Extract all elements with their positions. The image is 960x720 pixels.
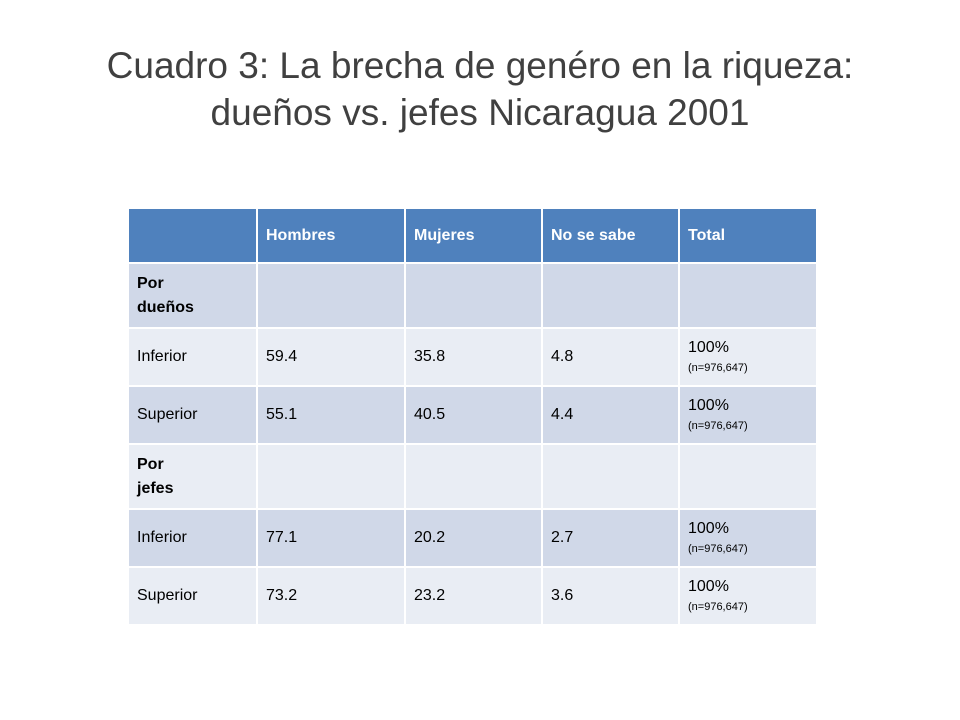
cell-mujeres: 20.2 xyxy=(404,508,543,568)
wealth-gap-table: Hombres Mujeres No se sabe Total Por due… xyxy=(127,207,818,626)
empty-cell xyxy=(541,262,680,329)
table-row: Inferior 77.1 20.2 2.7 100% (n=976,647) xyxy=(127,508,818,568)
section-row-duenos: Por dueños xyxy=(127,262,818,329)
slide-title-line-2: dueños vs. jefes Nicaragua 2001 xyxy=(210,92,750,133)
empty-cell xyxy=(404,262,543,329)
total-percent: 100% xyxy=(688,578,729,595)
section-label: Por dueños xyxy=(127,262,258,329)
cell-total: 100% (n=976,647) xyxy=(678,385,818,445)
empty-cell xyxy=(541,443,680,510)
row-label: Superior xyxy=(127,385,258,445)
table-row: Superior 55.1 40.5 4.4 100% (n=976,647) xyxy=(127,385,818,445)
cell-total: 100% (n=976,647) xyxy=(678,327,818,387)
section-label-line-1: Por xyxy=(137,455,164,473)
cell-hombres: 55.1 xyxy=(256,385,406,445)
total-percent: 100% xyxy=(688,339,729,356)
total-percent: 100% xyxy=(688,397,729,414)
empty-cell xyxy=(678,262,818,329)
row-label: Superior xyxy=(127,566,258,626)
total-n: (n=976,647) xyxy=(688,362,748,374)
total-n: (n=976,647) xyxy=(688,420,748,432)
header-cell-mujeres: Mujeres xyxy=(404,207,543,264)
cell-hombres: 77.1 xyxy=(256,508,406,568)
row-label: Inferior xyxy=(127,327,258,387)
cell-hombres: 73.2 xyxy=(256,566,406,626)
empty-cell xyxy=(256,443,406,510)
empty-cell xyxy=(404,443,543,510)
cell-total: 100% (n=976,647) xyxy=(678,508,818,568)
total-percent: 100% xyxy=(688,520,729,537)
cell-mujeres: 23.2 xyxy=(404,566,543,626)
slide-title: Cuadro 3: La brecha de genéro en la riqu… xyxy=(0,42,960,136)
empty-cell xyxy=(678,443,818,510)
section-row-jefes: Por jefes xyxy=(127,443,818,510)
total-n: (n=976,647) xyxy=(688,601,748,613)
section-label: Por jefes xyxy=(127,443,258,510)
section-label-line-1: Por xyxy=(137,274,164,292)
cell-total: 100% (n=976,647) xyxy=(678,566,818,626)
header-cell-empty xyxy=(127,207,258,264)
empty-cell xyxy=(256,262,406,329)
cell-no-se-sabe: 2.7 xyxy=(541,508,680,568)
cell-no-se-sabe: 4.4 xyxy=(541,385,680,445)
row-label: Inferior xyxy=(127,508,258,568)
cell-mujeres: 40.5 xyxy=(404,385,543,445)
header-cell-no-se-sabe: No se sabe xyxy=(541,207,680,264)
slide-title-line-1: Cuadro 3: La brecha de genéro en la riqu… xyxy=(106,45,854,86)
table-header-row: Hombres Mujeres No se sabe Total xyxy=(127,207,818,264)
header-cell-total: Total xyxy=(678,207,818,264)
section-label-line-2: dueños xyxy=(137,298,194,316)
cell-hombres: 59.4 xyxy=(256,327,406,387)
cell-no-se-sabe: 4.8 xyxy=(541,327,680,387)
cell-no-se-sabe: 3.6 xyxy=(541,566,680,626)
header-cell-hombres: Hombres xyxy=(256,207,406,264)
table-row: Inferior 59.4 35.8 4.8 100% (n=976,647) xyxy=(127,327,818,387)
total-n: (n=976,647) xyxy=(688,543,748,555)
table-row: Superior 73.2 23.2 3.6 100% (n=976,647) xyxy=(127,566,818,626)
section-label-line-2: jefes xyxy=(137,479,174,497)
cell-mujeres: 35.8 xyxy=(404,327,543,387)
